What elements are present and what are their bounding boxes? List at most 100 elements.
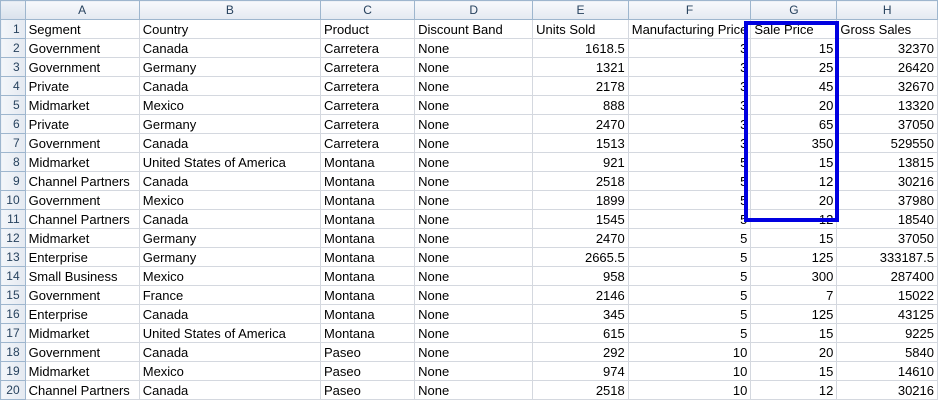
cell-segment[interactable]: Channel Partners [24,380,140,400]
row-header[interactable]: 3 [0,57,26,77]
cell-gross-sales[interactable]: 9225 [836,323,938,343]
cell-units-sold[interactable]: 2665.5 [532,247,629,267]
header-cell-product[interactable]: Product [320,19,416,39]
cell-country[interactable]: Canada [138,133,322,153]
row-header[interactable]: 19 [0,361,26,381]
cell-discount-band[interactable]: None [414,323,534,343]
cell-discount-band[interactable]: None [414,38,534,58]
cell-manufacturing-price[interactable]: 10 [627,361,752,381]
column-header-c[interactable]: C [320,0,416,20]
cell-units-sold[interactable]: 1618.5 [532,38,629,58]
row-header[interactable]: 12 [0,228,26,248]
cell-product[interactable]: Paseo [320,380,416,400]
cell-units-sold[interactable]: 2518 [532,380,629,400]
cell-manufacturing-price[interactable]: 5 [627,247,752,267]
cell-manufacturing-price[interactable]: 10 [627,342,752,362]
cell-units-sold[interactable]: 1545 [532,209,629,229]
cell-gross-sales[interactable]: 30216 [836,171,938,191]
cell-discount-band[interactable]: None [414,95,534,115]
cell-country[interactable]: Canada [138,171,322,191]
row-header[interactable]: 8 [0,152,26,172]
cell-country[interactable]: Germany [138,247,322,267]
cell-segment[interactable]: Midmarket [24,152,140,172]
cell-product[interactable]: Montana [320,152,416,172]
cell-gross-sales[interactable]: 529550 [836,133,938,153]
header-cell-country[interactable]: Country [138,19,322,39]
cell-sale-price[interactable]: 15 [750,361,838,381]
cell-gross-sales[interactable]: 37050 [836,228,938,248]
cell-product[interactable]: Montana [320,285,416,305]
cell-units-sold[interactable]: 1321 [532,57,629,77]
cell-product[interactable]: Montana [320,323,416,343]
cell-gross-sales[interactable]: 14610 [836,361,938,381]
row-header[interactable]: 20 [0,380,26,400]
row-header[interactable]: 14 [0,266,26,286]
cell-discount-band[interactable]: None [414,228,534,248]
cell-segment[interactable]: Government [24,342,140,362]
cell-manufacturing-price[interactable]: 3 [627,57,752,77]
header-cell-discount-band[interactable]: Discount Band [414,19,534,39]
row-header[interactable]: 18 [0,342,26,362]
cell-segment[interactable]: Government [24,38,140,58]
row-header[interactable]: 15 [0,285,26,305]
cell-discount-band[interactable]: None [414,171,534,191]
cell-country[interactable]: Germany [138,114,322,134]
cell-manufacturing-price[interactable]: 5 [627,304,752,324]
column-header-a[interactable]: A [24,0,140,20]
cell-sale-price[interactable]: 7 [750,285,838,305]
column-header-e[interactable]: E [532,0,629,20]
cell-segment[interactable]: Midmarket [24,361,140,381]
cell-segment[interactable]: Government [24,57,140,77]
cell-gross-sales[interactable]: 32670 [836,76,938,96]
cell-country[interactable]: United States of America [138,323,322,343]
header-cell-units-sold[interactable]: Units Sold [532,19,629,39]
cell-product[interactable]: Carretera [320,95,416,115]
cell-sale-price[interactable]: 45 [750,76,838,96]
cell-country[interactable]: France [138,285,322,305]
cell-discount-band[interactable]: None [414,247,534,267]
column-header-h[interactable]: H [836,0,938,20]
cell-segment[interactable]: Midmarket [24,95,140,115]
header-cell-gross-sales[interactable]: Gross Sales [836,19,938,39]
cell-product[interactable]: Carretera [320,114,416,134]
cell-gross-sales[interactable]: 37980 [836,190,938,210]
cell-country[interactable]: Mexico [138,266,322,286]
cell-product[interactable]: Montana [320,247,416,267]
cell-discount-band[interactable]: None [414,380,534,400]
cell-sale-price[interactable]: 25 [750,57,838,77]
row-header[interactable]: 2 [0,38,26,58]
cell-product[interactable]: Carretera [320,38,416,58]
cell-segment[interactable]: Small Business [24,266,140,286]
cell-country[interactable]: United States of America [138,152,322,172]
cell-gross-sales[interactable]: 287400 [836,266,938,286]
row-header[interactable]: 4 [0,76,26,96]
cell-manufacturing-price[interactable]: 5 [627,190,752,210]
row-header[interactable]: 17 [0,323,26,343]
cell-units-sold[interactable]: 2470 [532,228,629,248]
cell-country[interactable]: Canada [138,304,322,324]
cell-segment[interactable]: Government [24,190,140,210]
cell-discount-band[interactable]: None [414,114,534,134]
column-header-d[interactable]: D [414,0,534,20]
cell-units-sold[interactable]: 888 [532,95,629,115]
cell-country[interactable]: Mexico [138,95,322,115]
row-header[interactable]: 13 [0,247,26,267]
column-header-g[interactable]: G [750,0,838,20]
cell-product[interactable]: Paseo [320,342,416,362]
cell-product[interactable]: Montana [320,228,416,248]
cell-product[interactable]: Montana [320,304,416,324]
cell-sale-price[interactable]: 15 [750,323,838,343]
cell-discount-band[interactable]: None [414,76,534,96]
cell-product[interactable]: Carretera [320,57,416,77]
cell-units-sold[interactable]: 921 [532,152,629,172]
cell-sale-price[interactable]: 12 [750,380,838,400]
cell-country[interactable]: Canada [138,209,322,229]
cell-segment[interactable]: Private [24,114,140,134]
cell-product[interactable]: Montana [320,266,416,286]
cell-gross-sales[interactable]: 26420 [836,57,938,77]
cell-segment[interactable]: Enterprise [24,304,140,324]
cell-discount-band[interactable]: None [414,209,534,229]
cell-gross-sales[interactable]: 37050 [836,114,938,134]
cell-units-sold[interactable]: 615 [532,323,629,343]
cell-gross-sales[interactable]: 32370 [836,38,938,58]
